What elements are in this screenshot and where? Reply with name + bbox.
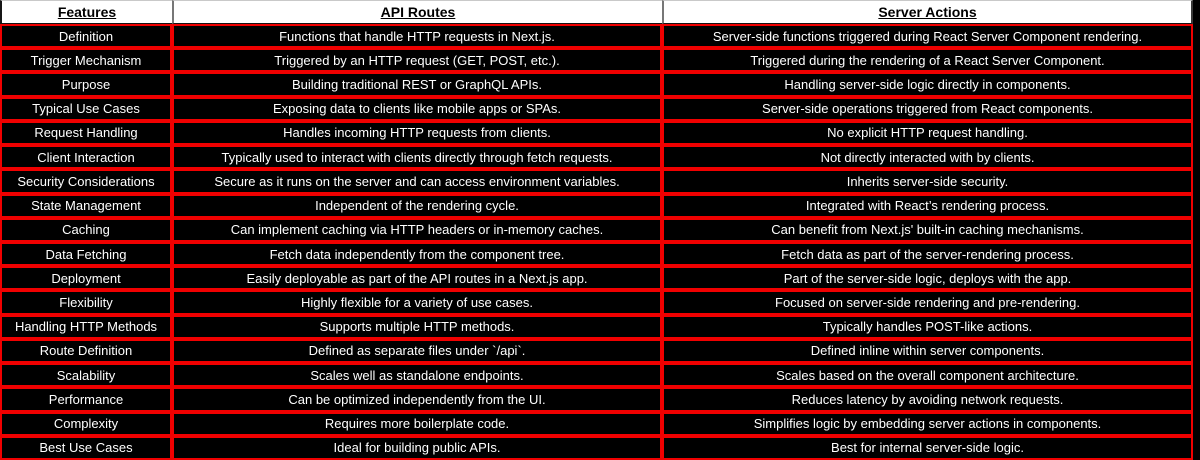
api-routes-cell: Building traditional REST or GraphQL API… xyxy=(172,72,662,97)
feature-cell: Deployment xyxy=(0,266,172,291)
api-routes-cell: Functions that handle HTTP requests in N… xyxy=(172,24,662,49)
server-actions-cell: Integrated with React’s rendering proces… xyxy=(662,193,1193,218)
server-actions-cell: Simplifies logic by embedding server act… xyxy=(662,411,1193,436)
column-header-server-actions-label: Server Actions xyxy=(878,4,977,20)
api-routes-cell: Highly flexible for a variety of use cas… xyxy=(172,290,662,315)
feature-cell: Performance xyxy=(0,387,172,412)
column-header-features-label: Features xyxy=(57,4,117,20)
feature-cell: Caching xyxy=(0,217,172,242)
api-routes-cell: Defined as separate files under `/api`. xyxy=(172,338,662,364)
feature-cell: Route Definition xyxy=(0,338,172,364)
server-actions-cell: Scales based on the overall component ar… xyxy=(662,363,1193,388)
feature-cell: Flexibility xyxy=(0,290,172,315)
api-routes-cell: Scales well as standalone endpoints. xyxy=(172,363,662,388)
feature-cell: State Management xyxy=(0,193,172,218)
feature-cell: Scalability xyxy=(0,363,172,388)
feature-cell: Data Fetching xyxy=(0,241,172,267)
api-routes-cell: Requires more boilerplate code. xyxy=(172,411,662,436)
server-actions-cell: Fetch data as part of the server-renderi… xyxy=(662,241,1193,267)
server-actions-cell: Best for internal server-side logic. xyxy=(662,435,1193,460)
api-routes-cell: Handles incoming HTTP requests from clie… xyxy=(172,120,662,146)
api-routes-cell: Typically used to interact with clients … xyxy=(172,145,662,170)
feature-cell: Client Interaction xyxy=(0,145,172,170)
api-routes-cell: Supports multiple HTTP methods. xyxy=(172,314,662,339)
api-routes-cell: Fetch data independently from the compon… xyxy=(172,241,662,267)
server-actions-cell: Not directly interacted with by clients. xyxy=(662,145,1193,170)
feature-cell: Definition xyxy=(0,24,172,49)
feature-cell: Request Handling xyxy=(0,120,172,146)
api-routes-cell: Independent of the rendering cycle. xyxy=(172,193,662,218)
feature-cell: Purpose xyxy=(0,72,172,97)
server-actions-cell: Can benefit from Next.js' built-in cachi… xyxy=(662,217,1193,242)
server-actions-cell: Triggered during the rendering of a Reac… xyxy=(662,48,1193,73)
api-routes-cell: Easily deployable as part of the API rou… xyxy=(172,266,662,291)
feature-cell: Handling HTTP Methods xyxy=(0,314,172,339)
server-actions-cell: Server-side operations triggered from Re… xyxy=(662,96,1193,121)
server-actions-cell: Handling server-side logic directly in c… xyxy=(662,72,1193,97)
column-header-features: Features xyxy=(0,0,172,24)
api-routes-cell: Ideal for building public APIs. xyxy=(172,435,662,460)
server-actions-cell: Part of the server-side logic, deploys w… xyxy=(662,266,1193,291)
server-actions-cell: Server-side functions triggered during R… xyxy=(662,24,1193,49)
server-actions-cell: Inherits server-side security. xyxy=(662,169,1193,194)
api-routes-cell: Secure as it runs on the server and can … xyxy=(172,169,662,194)
server-actions-cell: No explicit HTTP request handling. xyxy=(662,120,1193,146)
column-header-server-actions: Server Actions xyxy=(662,0,1193,24)
server-actions-cell: Defined inline within server components. xyxy=(662,338,1193,364)
api-routes-cell: Can be optimized independently from the … xyxy=(172,387,662,412)
server-actions-cell: Reduces latency by avoiding network requ… xyxy=(662,387,1193,412)
api-routes-cell: Can implement caching via HTTP headers o… xyxy=(172,217,662,242)
feature-cell: Complexity xyxy=(0,411,172,436)
server-actions-cell: Focused on server-side rendering and pre… xyxy=(662,290,1193,315)
feature-cell: Trigger Mechanism xyxy=(0,48,172,73)
feature-cell: Security Considerations xyxy=(0,169,172,194)
column-header-api-routes: API Routes xyxy=(172,0,662,24)
server-actions-cell: Typically handles POST-like actions. xyxy=(662,314,1193,339)
api-routes-cell: Exposing data to clients like mobile app… xyxy=(172,96,662,121)
feature-cell: Best Use Cases xyxy=(0,435,172,460)
feature-cell: Typical Use Cases xyxy=(0,96,172,121)
column-header-api-routes-label: API Routes xyxy=(380,4,456,20)
api-routes-cell: Triggered by an HTTP request (GET, POST,… xyxy=(172,48,662,73)
